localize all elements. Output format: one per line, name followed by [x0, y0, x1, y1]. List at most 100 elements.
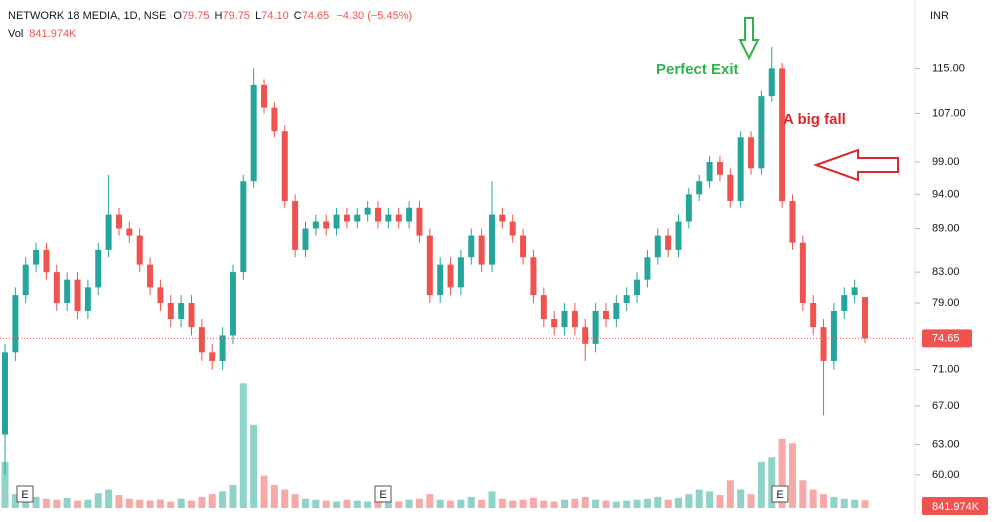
h-label: H — [215, 10, 223, 22]
volume-bar — [643, 498, 651, 508]
candle-body — [354, 214, 361, 222]
volume-bar — [229, 484, 237, 508]
candle-body — [250, 84, 257, 182]
volume-bar — [374, 502, 382, 508]
candle-body — [758, 96, 765, 169]
exit-arrow — [738, 17, 760, 61]
volume-bar — [312, 499, 320, 508]
y-tick-label: 107.00 — [932, 107, 966, 119]
candle-body — [696, 181, 703, 195]
candle-body — [561, 310, 568, 328]
candle-body — [644, 257, 651, 280]
volume-bar — [42, 498, 50, 508]
volume-pane — [1, 383, 869, 508]
candle-body — [727, 174, 734, 202]
volume-bar — [239, 383, 247, 508]
candle-body — [219, 335, 226, 361]
candle-body — [95, 249, 102, 288]
volume-bar — [343, 499, 351, 508]
candle-body — [178, 302, 185, 319]
earnings-label[interactable]: E — [776, 489, 783, 501]
candle-body — [188, 302, 195, 328]
volume-bar — [84, 499, 92, 508]
candle-body — [862, 297, 868, 339]
volume-bar — [612, 501, 620, 508]
volume-bar — [270, 484, 278, 508]
volume-bar — [550, 501, 558, 508]
volume-bar — [478, 499, 486, 508]
candle-body — [281, 131, 288, 202]
candle-body — [147, 264, 154, 288]
last-price-label: 74.65 — [932, 332, 960, 344]
candle-body — [830, 310, 837, 361]
volume-bar — [136, 499, 144, 508]
candle-body — [530, 257, 537, 296]
earnings-marker[interactable]: E — [771, 485, 789, 503]
candle-body — [271, 107, 278, 132]
earnings-label[interactable]: E — [379, 489, 386, 501]
candle-body — [167, 302, 174, 319]
candle-body — [509, 221, 516, 236]
volume-bar — [571, 498, 579, 508]
volume-bar — [561, 499, 569, 508]
candle-body — [395, 214, 402, 222]
earnings-box[interactable] — [771, 485, 789, 503]
l-label: L — [255, 10, 261, 22]
candle-body — [737, 137, 744, 202]
candle-body — [779, 68, 786, 202]
volume-bar — [11, 494, 19, 508]
candle-body — [126, 228, 133, 236]
candle-body — [426, 235, 433, 296]
volume-bar — [799, 480, 807, 508]
volume-bar — [820, 494, 828, 508]
candle-body — [685, 194, 692, 222]
earnings-marker[interactable]: E — [374, 485, 392, 503]
c-value: 74.65 — [302, 10, 330, 22]
earnings-label[interactable]: E — [21, 489, 28, 501]
header: NETWORK 18 MEDIA, 1D, NSE O79.75 H79.75 … — [8, 10, 412, 22]
volume-bar — [519, 499, 527, 508]
candle-body — [457, 257, 464, 288]
earnings-box[interactable] — [16, 485, 34, 503]
volume-bar — [602, 500, 610, 508]
volume-bar — [695, 489, 703, 508]
last-price-box — [922, 329, 972, 348]
candle-body — [748, 137, 755, 169]
earnings-marker[interactable]: E — [16, 485, 34, 503]
volume-bar — [188, 500, 196, 508]
y-tick-label: 115.00 — [932, 62, 965, 74]
volume-bar — [581, 496, 589, 508]
candle-body — [157, 287, 164, 303]
candle-body — [74, 279, 81, 311]
candle-body — [799, 242, 806, 303]
volume-bar — [436, 499, 444, 508]
candle-body — [33, 249, 40, 265]
candle-body — [613, 302, 620, 319]
volume-bar — [716, 495, 724, 508]
y-tick-label: 83.00 — [932, 266, 960, 278]
candle-body — [675, 221, 682, 250]
volume-bar — [509, 500, 517, 508]
y-tick-label: 67.00 — [932, 400, 960, 412]
candle-body — [820, 327, 827, 361]
candle-body — [385, 214, 392, 222]
price-pane — [2, 47, 868, 475]
volume-bar — [167, 501, 175, 508]
candle-body — [209, 352, 216, 361]
candle-body — [582, 327, 589, 344]
c-label: C — [294, 10, 302, 22]
candle-body — [540, 295, 547, 319]
volume-bar — [1, 461, 9, 508]
y-tick-label: 63.00 — [932, 438, 960, 450]
volume-bar — [788, 443, 796, 508]
candle-body — [12, 295, 19, 353]
volume-bar — [250, 424, 258, 508]
candle-body — [323, 221, 330, 229]
volume-bar — [726, 480, 734, 508]
candle-body — [84, 287, 91, 311]
earnings-box[interactable] — [374, 485, 392, 503]
candle-body — [634, 279, 641, 296]
volume-bar — [63, 497, 71, 508]
volume-bar — [851, 499, 859, 508]
